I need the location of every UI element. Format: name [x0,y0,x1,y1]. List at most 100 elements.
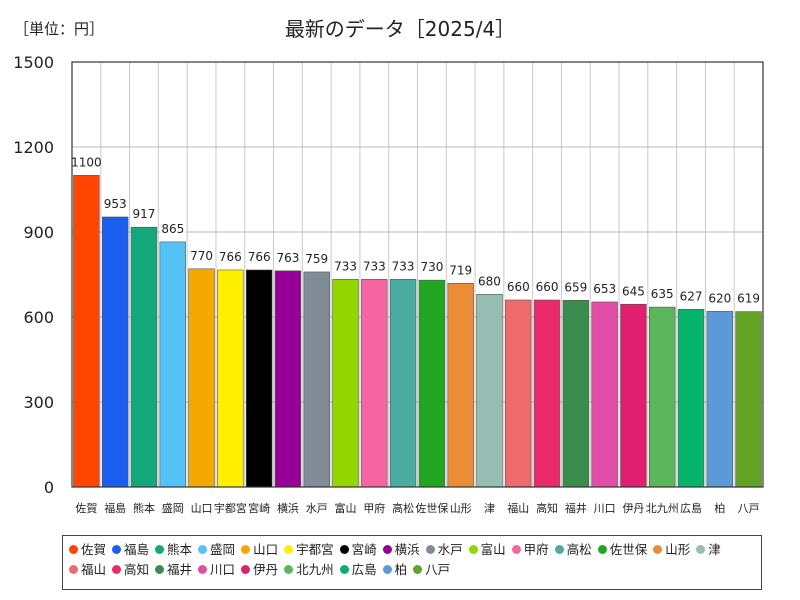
data-label-bg [361,257,388,274]
y-tick-label: 300 [23,393,54,412]
data-label-bg [303,249,330,266]
bar [562,299,590,488]
bar [130,226,158,488]
legend-label: 広島 [351,562,377,577]
legend-item: 福山 [69,560,106,580]
bar [735,311,762,488]
legend-item: 熊本 [155,540,192,560]
data-label: 763 [276,251,299,265]
y-tick-label: 0 [44,478,54,497]
data-label: 719 [449,263,472,277]
legend-swatch-icon [382,565,392,574]
data-label: 770 [190,249,213,263]
category-label: 福島 [104,501,126,515]
bar [245,269,273,488]
category-label: 柏 [714,501,725,515]
legend-item: 宇都宮 [284,540,334,560]
legend-swatch-icon [597,545,607,554]
data-label: 627 [680,289,703,303]
legend-item: 福井 [155,560,192,580]
category-label: 高知 [536,501,558,515]
category-label: 宇都宮 [214,501,247,515]
legend-label: 佐賀 [81,542,107,557]
data-label: 1100 [71,155,102,169]
category-label: 熊本 [133,501,155,515]
legend-swatch-icon [511,545,521,554]
category-label: 富山 [335,501,357,515]
bar [188,268,215,488]
data-label: 766 [248,250,271,264]
bar [505,299,532,488]
legend-label: 北九州 [296,562,334,577]
y-tick-label: 900 [23,223,54,242]
legend-swatch-icon [468,545,478,554]
data-label-bg [274,248,301,265]
legend-label: 福島 [124,542,150,557]
bar [620,303,647,488]
data-label-bg [246,247,273,264]
legend-label: 津 [708,542,721,557]
y-tick-label: 1200 [13,138,54,157]
legend-item: 甲府 [511,540,549,560]
category-label: 横浜 [277,501,299,515]
legend-item: 北九州 [284,560,334,580]
bar [73,175,100,488]
category-label: 広島 [680,501,702,515]
data-label: 733 [392,259,415,273]
category-label: 山口 [191,502,213,515]
category-label: 津 [484,502,495,515]
legend-item: 宮崎 [339,540,377,560]
category-label: 福山 [507,501,529,515]
legend-label: 柏 [394,562,408,577]
data-label: 730 [420,260,443,274]
legend-item: 広島 [339,560,377,580]
data-label-bg [476,272,503,289]
legend-swatch-icon [112,545,122,554]
bar [303,271,330,488]
legend-swatch-icon [69,565,78,574]
data-label-bg [130,205,157,222]
legend-swatch-icon [198,565,208,574]
legend-label: 山口 [253,542,279,557]
bar-chart: 0 300 600 900 1200 1500 1100 佐賀 953 福島 917 熊本 865 盛岡 7… [13,53,764,515]
legend-swatch-icon [69,545,78,554]
data-label-bg [73,153,100,170]
plot-frame [71,61,764,488]
legend-swatch-icon [155,565,165,574]
y-tick-label: 1500 [13,53,54,72]
bar [389,279,417,488]
data-label: 759 [305,252,328,266]
data-label-bg [447,261,474,278]
category-label: 水戸 [306,502,328,515]
data-label: 917 [133,207,156,221]
data-label-bg [188,246,215,263]
legend-item: 水戸 [425,540,463,560]
unit-label: ［単位：円］ [14,20,105,38]
legend-label: 宮崎 [351,542,377,557]
data-label-bg [102,194,129,211]
data-label-bg [591,279,618,296]
legend-label: 水戸 [437,542,463,557]
legend-item: 山口 [241,540,278,560]
category-label: 宮崎 [248,501,270,515]
bar [274,270,302,488]
data-label: 766 [219,250,242,264]
data-label: 619 [737,292,760,306]
legend-swatch-icon [155,545,165,554]
legend-swatch-icon [339,565,349,574]
legend-item: 高知 [112,560,149,580]
legend-label: 高知 [124,562,150,577]
legend-item: 横浜 [382,540,420,560]
bar [332,279,359,488]
legend-item: 盛岡 [198,540,235,560]
legend-item: 川口 [198,560,235,580]
data-label-bg [159,219,186,236]
data-label-bg [332,257,359,274]
data-label-bg [505,278,532,294]
bar [649,306,676,488]
data-label: 733 [363,259,386,273]
bar [217,269,244,488]
category-label: 伊丹 [622,502,644,515]
data-label-bg [534,278,561,294]
y-tick-label: 600 [23,308,54,327]
